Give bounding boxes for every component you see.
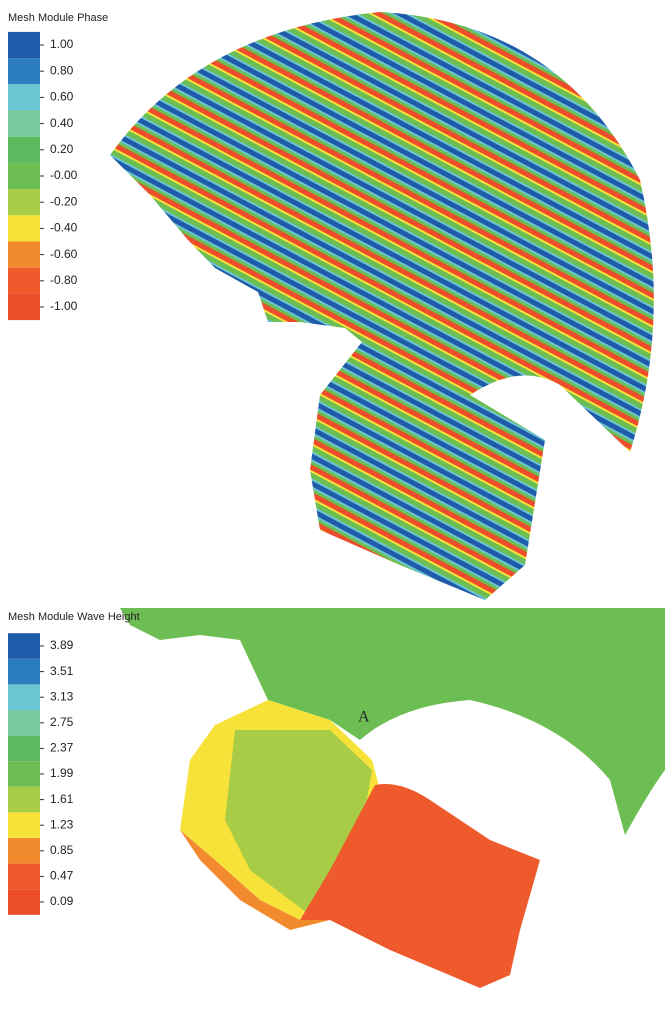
legend-label: 0.40 bbox=[50, 116, 74, 130]
legend-label: 0.85 bbox=[50, 843, 74, 857]
legend-swatch bbox=[8, 761, 40, 787]
legend-swatch bbox=[8, 162, 40, 190]
legend-label: 1.61 bbox=[50, 792, 74, 806]
legend-swatch bbox=[8, 863, 40, 890]
legend-swatch bbox=[8, 58, 40, 85]
legend-label: 1.23 bbox=[50, 817, 74, 831]
legend-swatch bbox=[8, 136, 40, 163]
legend-label: 3.89 bbox=[50, 638, 74, 652]
legend-label: 0.09 bbox=[50, 894, 74, 908]
legend-swatch bbox=[8, 786, 40, 813]
legend-label: 1.00 bbox=[50, 37, 74, 51]
legend-label: 0.60 bbox=[50, 90, 74, 104]
legend-swatch bbox=[8, 189, 40, 216]
legend-swatch bbox=[8, 889, 40, 915]
legend-swatch bbox=[8, 633, 40, 659]
legend-title: Mesh Module Wave Height bbox=[8, 611, 140, 623]
legend-label: -0.40 bbox=[50, 221, 78, 235]
legend-label: 3.13 bbox=[50, 689, 74, 703]
legend-swatch bbox=[8, 812, 40, 838]
legend-label: 2.37 bbox=[50, 741, 74, 755]
wave-map-orange bbox=[300, 784, 540, 988]
legend-swatch bbox=[8, 241, 40, 268]
wave-map-edge bbox=[180, 830, 330, 930]
legend-label: 0.80 bbox=[50, 63, 74, 77]
wave-map-green bbox=[120, 608, 665, 835]
legend-swatch bbox=[8, 215, 40, 242]
legend-label: -0.80 bbox=[50, 273, 78, 287]
legend-label: 3.51 bbox=[50, 664, 74, 678]
legend-swatch bbox=[8, 84, 40, 111]
legend-label: 1.99 bbox=[50, 766, 74, 780]
annotation: A bbox=[358, 709, 370, 726]
legend-label: -0.20 bbox=[50, 194, 78, 208]
legend-swatch bbox=[8, 838, 40, 864]
legend-label: -0.60 bbox=[50, 247, 78, 261]
legend-label: -1.00 bbox=[50, 299, 78, 313]
legend-label: 2.75 bbox=[50, 715, 74, 729]
legend-swatch bbox=[8, 31, 40, 59]
legend-title: Mesh Module Phase bbox=[8, 12, 108, 24]
legend-swatch bbox=[8, 658, 40, 685]
legend-swatch bbox=[8, 110, 40, 137]
legend-label: 0.47 bbox=[50, 869, 74, 883]
legend-swatch bbox=[8, 684, 40, 710]
legend-swatch bbox=[8, 735, 40, 762]
legend-swatch bbox=[8, 710, 40, 736]
legend-label: 0.20 bbox=[50, 142, 74, 156]
legend-swatch bbox=[8, 267, 40, 294]
phase-map bbox=[110, 12, 654, 600]
legend-swatch bbox=[8, 293, 40, 321]
legend-label: -0.00 bbox=[50, 168, 78, 182]
